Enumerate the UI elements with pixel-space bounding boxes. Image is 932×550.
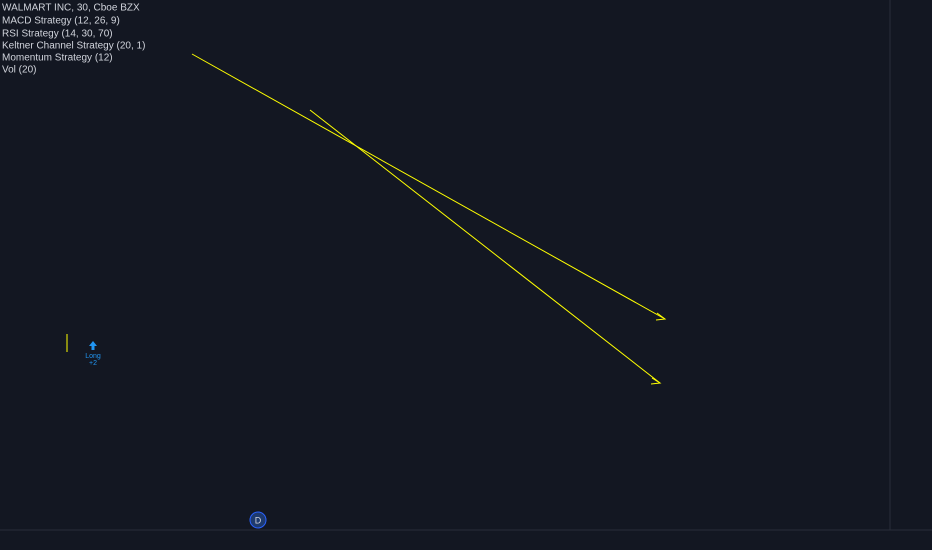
indicator: Vol (20) bbox=[2, 65, 36, 76]
event-circle[interactable] bbox=[249, 511, 267, 529]
indicator: MACD Strategy (12, 26, 9) bbox=[2, 16, 120, 27]
indicator: Momentum Strategy (12) bbox=[2, 53, 113, 64]
indicator: Keltner Channel Strategy (20, 1) bbox=[2, 41, 145, 52]
trend-line bbox=[309, 109, 661, 384]
marker-arrow bbox=[89, 341, 97, 346]
trade-marker: Long +2 bbox=[85, 341, 101, 367]
marker-qty: +2 bbox=[89, 360, 97, 367]
trend-line bbox=[191, 53, 666, 320]
marker-arrow bbox=[91, 346, 95, 350]
legend-title: WALMART INC, 30, Cboe BZX bbox=[2, 3, 140, 14]
arrow-head bbox=[650, 377, 662, 385]
indicator: RSI Strategy (14, 30, 70) bbox=[2, 29, 113, 40]
event-badge[interactable]: D bbox=[249, 511, 267, 529]
price-axis bbox=[890, 0, 932, 550]
arrow-head bbox=[655, 312, 667, 321]
marker-label: Long bbox=[85, 353, 101, 360]
legend: WALMART INC, 30, Cboe BZX MACD Strategy … bbox=[2, 3, 145, 76]
event-label[interactable]: D bbox=[255, 515, 262, 525]
trend-lines bbox=[66, 53, 667, 385]
